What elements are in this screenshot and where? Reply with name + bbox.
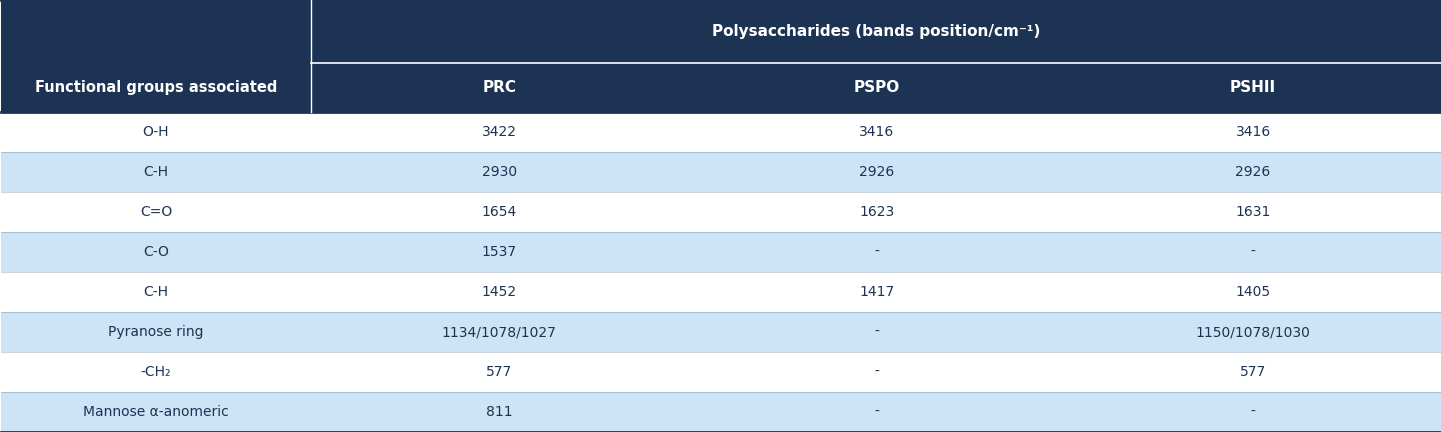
Text: C-O: C-O [143,245,169,259]
Text: -: - [1251,405,1255,419]
Text: -: - [875,405,879,419]
Text: 1134/1078/1027: 1134/1078/1027 [442,325,556,339]
Text: 577: 577 [1239,365,1267,379]
Text: 1405: 1405 [1235,285,1271,299]
Bar [1,0,311,112]
Text: 2926: 2926 [859,165,895,179]
Bar [1,392,1441,432]
Text: 1623: 1623 [859,205,895,219]
Text: 1654: 1654 [481,205,517,219]
Text: C=O: C=O [140,205,171,219]
Bar [687,63,1065,112]
Text: 1537: 1537 [481,245,517,259]
Text: PSHII: PSHII [1231,80,1277,95]
Text: PSPO: PSPO [853,80,899,95]
Text: 1150/1078/1030: 1150/1078/1030 [1196,325,1310,339]
Bar [1065,63,1441,112]
Bar [1,152,1441,192]
Text: 577: 577 [486,365,513,379]
Bar [1,312,1441,352]
Text: PRC: PRC [483,80,516,95]
Text: -CH₂: -CH₂ [141,365,171,379]
Text: Polysaccharides (bands position/cm⁻¹): Polysaccharides (bands position/cm⁻¹) [712,24,1040,39]
Bar [1,232,1441,272]
Text: -: - [875,365,879,379]
Bar [1,112,1441,152]
Text: 2926: 2926 [1235,165,1271,179]
Text: Pyranose ring: Pyranose ring [108,325,203,339]
Text: -: - [1251,245,1255,259]
Bar [311,0,1441,63]
Text: O-H: O-H [143,125,169,139]
Text: 1452: 1452 [481,285,517,299]
Text: Functional groups associated: Functional groups associated [35,80,277,95]
Text: 1417: 1417 [859,285,895,299]
Text: 3422: 3422 [481,125,517,139]
Bar [1,272,1441,312]
Text: 3416: 3416 [859,125,895,139]
Text: C-H: C-H [144,165,169,179]
Text: -: - [875,245,879,259]
Bar [1,352,1441,392]
Bar [1,192,1441,232]
Text: 3416: 3416 [1235,125,1271,139]
Text: 2930: 2930 [481,165,517,179]
Text: C-H: C-H [144,285,169,299]
Text: 1631: 1631 [1235,205,1271,219]
Text: Mannose α-anomeric: Mannose α-anomeric [84,405,229,419]
Bar [311,63,687,112]
Text: -: - [875,325,879,339]
Text: 811: 811 [486,405,513,419]
